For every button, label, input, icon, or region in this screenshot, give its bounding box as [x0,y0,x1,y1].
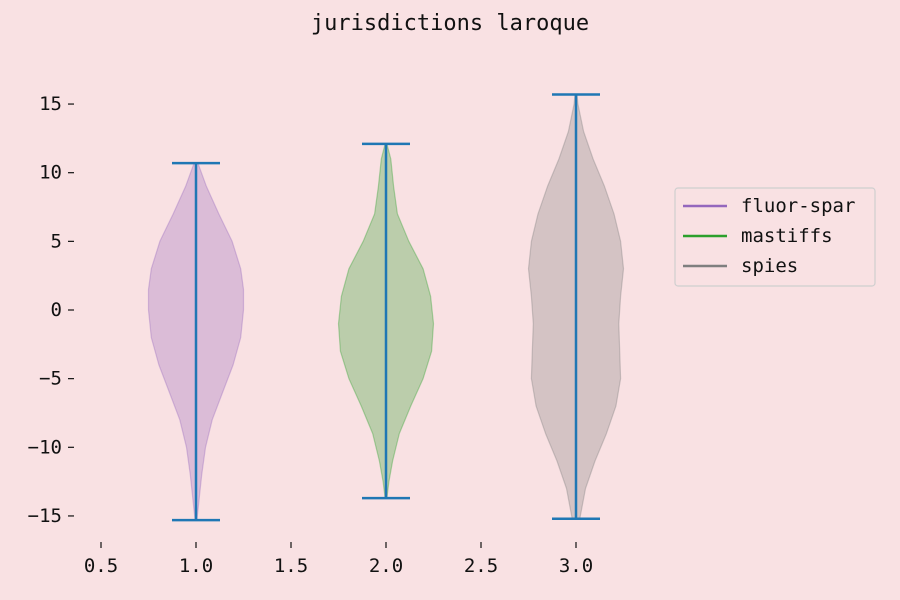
x-tick-label: 2.0 [369,555,403,577]
x-tick-label: 3.0 [559,555,593,577]
legend: fluor-spar mastiffs spies [674,187,876,287]
violins [147,93,625,522]
y-tick-label: 5 [51,230,62,252]
x-tick-label: 1.0 [179,555,213,577]
y-tick-label: −5 [39,368,62,390]
legend-box [674,187,876,287]
y-axis: −15 −10 −5 0 5 10 15 [28,93,74,527]
y-tick-label: −15 [28,505,62,527]
y-tick-label: 0 [51,299,62,321]
x-tick-label: 0.5 [84,555,118,577]
legend-label-spies: spies [741,255,798,277]
x-tick-label: 1.5 [274,555,308,577]
y-tick-label: 15 [39,93,62,115]
x-tick-label: 2.5 [464,555,498,577]
legend-label-mastiffs: mastiffs [741,225,833,247]
chart-title: jurisdictions laroque [311,11,589,36]
x-axis: 0.5 1.0 1.5 2.0 2.5 3.0 [84,542,593,577]
y-tick-label: 10 [39,162,62,184]
y-tick-label: −10 [28,436,62,458]
legend-label-fluor-spar: fluor-spar [741,195,855,217]
